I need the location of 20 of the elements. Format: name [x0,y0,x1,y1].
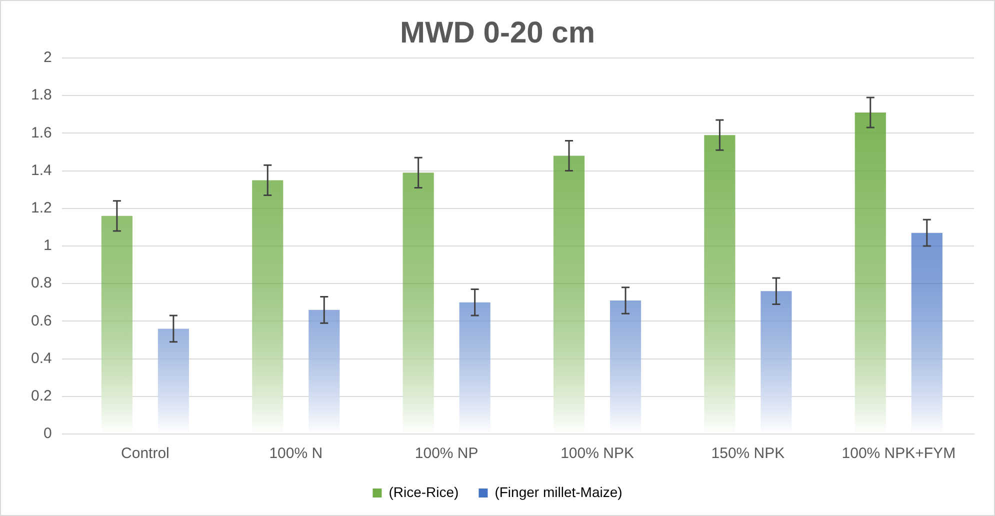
y-tick-label: 1 [44,237,52,254]
chart-title: MWD 0-20 cm [400,16,596,50]
legend-label: (Finger millet-Maize) [494,484,622,500]
legend-label: (Rice-Rice) [388,484,459,500]
y-tick-label: 0.6 [30,312,52,330]
y-tick-label: 0.4 [30,350,52,367]
x-tick-label: Control [121,445,170,462]
y-tick-label: 0 [44,425,52,442]
x-tick-label: 100% NPK [560,445,634,462]
x-tick-label: 100% NPK+FYM [842,445,956,462]
y-tick-label: 0.8 [30,274,52,292]
y-tick-label: 1.4 [30,162,52,179]
y-tick-label: 1.2 [30,200,52,217]
y-tick-label: 1.8 [30,86,52,104]
y-tick-label: 0.2 [30,388,52,405]
y-tick-label: 1.6 [30,124,52,142]
y-tick-label: 2 [44,49,52,66]
x-tick-label: 150% NPK [711,445,785,462]
x-tick-label: 100% NP [414,445,478,462]
x-tick-label: 100% N [269,445,323,462]
